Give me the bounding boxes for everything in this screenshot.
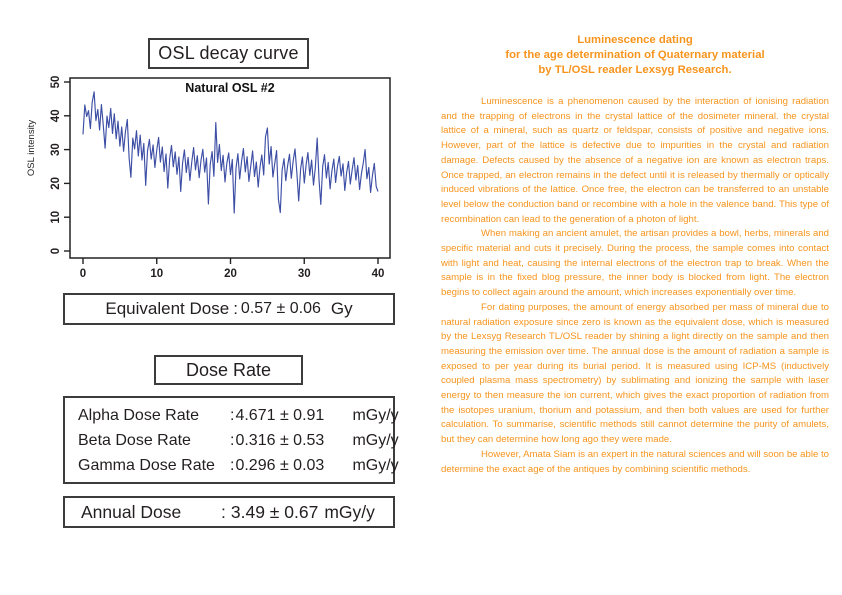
heading-line-2: for the age determination of Quaternary … [505,49,765,61]
body-paragraph-1: Luminescence is a phenomenon caused by t… [441,96,829,225]
document-heading: Luminescence dating for the age determin… [441,33,829,78]
y-axis-tick-label: 50 [50,76,62,89]
annual-dose-unit: mGy/y [324,501,375,522]
y-axis-tick-label: 20 [50,177,62,190]
body-paragraph-2: When making an ancient amulet, the artis… [441,228,829,299]
y-axis-title: OSL intensity [26,120,37,176]
body-paragraph-4: However, Amata Siam is an expert in the … [441,448,829,475]
x-axis-tick-label: 20 [224,268,237,280]
beta-dose-rate-value: 0.316 ± 0.53 [235,431,325,449]
beta-dose-rate-row: Beta Dose Rate : 0.316 ± 0.53 mGy/y [78,428,399,453]
heading-line-3: by TL/OSL reader Lexsyg Research. [538,64,732,76]
dose-rate-title-box: Dose Rate [154,355,303,385]
alpha-dose-rate-label: Alpha Dose Rate [78,406,199,424]
equivalent-dose-box: Equivalent Dose : 0.57 ± 0.06 Gy [63,293,395,325]
gamma-dose-rate-value: 0.296 ± 0.03 [235,456,325,474]
chart-title: Natural OSL #2 [185,81,274,95]
x-axis-tick-label: 30 [298,268,311,280]
annual-dose-separator: : [221,501,226,522]
annual-dose-value: 3.49 ± 0.67 [230,501,319,522]
heading-line-1: Luminescence dating [577,34,693,46]
x-axis-tick-label: 40 [372,268,385,280]
osl-decay-curve-title: OSL decay curve [158,43,299,63]
equivalent-dose-unit: Gy [330,299,353,318]
x-axis-tick-label: 0 [80,268,86,280]
annual-dose-label: Annual Dose [81,501,182,522]
alpha-dose-rate-unit: mGy/y [352,406,399,424]
x-axis-tick-label: 10 [150,268,163,280]
alpha-dose-rate-row: Alpha Dose Rate : 4.671 ± 0.91 mGy/y [78,403,399,428]
dose-rate-title: Dose Rate [185,359,272,380]
y-axis-tick-label: 30 [50,143,62,156]
alpha-dose-rate-separator: : [230,406,235,424]
equivalent-dose-value: 0.57 ± 0.06 [240,300,321,317]
annual-dose-box: Annual Dose : 3.49 ± 0.67 mGy/y [63,496,395,528]
equivalent-dose-label: Equivalent Dose [105,299,230,318]
osl-decay-chart-svg: 0 10 20 30 40 0 10 20 30 40 50 Natural OSL #2 OSL in… [26,76,391,280]
gamma-dose-rate-unit: mGy/y [352,456,399,474]
beta-dose-rate-separator: : [230,431,235,449]
y-axis-tick-label: 40 [50,109,62,122]
right-text-column: Luminescence dating for the age determin… [441,33,829,477]
equivalent-dose-separator: : [233,299,238,318]
beta-dose-rate-label: Beta Dose Rate [78,431,191,449]
dose-rates-box: Alpha Dose Rate : 4.671 ± 0.91 mGy/y Bet… [63,396,399,484]
body-paragraph-3: For dating purposes, the amount of energ… [441,301,829,446]
y-axis-tick-label: 0 [50,248,62,254]
osl-decay-curve-title-box: OSL decay curve [148,38,309,69]
alpha-dose-rate-value: 4.671 ± 0.91 [235,406,325,424]
gamma-dose-rate-label: Gamma Dose Rate [78,456,215,474]
y-axis-tick-label: 10 [50,211,62,224]
gamma-dose-rate-separator: : [230,456,235,474]
gamma-dose-rate-row: Gamma Dose Rate : 0.296 ± 0.03 mGy/y [78,453,399,478]
osl-signal-line [82,91,379,214]
osl-decay-chart: 0 10 20 30 40 0 10 20 30 40 50 Natural OSL #2 OSL in… [25,72,405,292]
beta-dose-rate-unit: mGy/y [352,431,399,449]
